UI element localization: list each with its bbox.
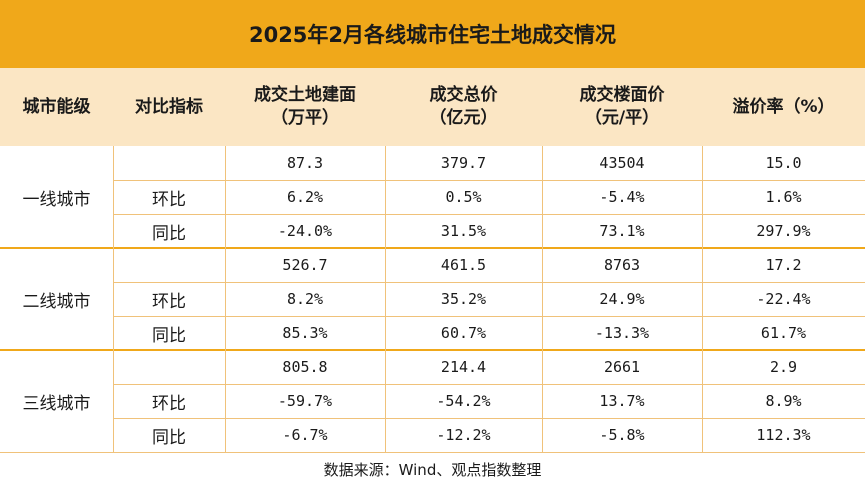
row-metric: 同比 xyxy=(152,223,186,244)
table-header: 城市能级 对比指标 成交土地建面 （万平） 成交总价 （亿元） 成交楼面价 （元… xyxy=(0,68,865,146)
cell-premium: 17.2 xyxy=(765,256,802,274)
col-divider xyxy=(702,146,703,452)
col-divider xyxy=(385,146,386,452)
header-price-line2: （元/平） xyxy=(584,108,660,128)
row-divider xyxy=(113,180,865,181)
table-row: 同比 85.3% 60.7% -13.3% 61.7% xyxy=(113,316,865,350)
table-row: 805.8 214.4 2661 2.9 xyxy=(113,350,865,384)
cell-premium: 61.7% xyxy=(760,324,807,342)
source-note: 数据来源：Wind、观点指数整理 xyxy=(323,461,542,479)
header-tier: 城市能级 xyxy=(0,68,113,146)
col-divider xyxy=(225,146,226,452)
cell-total: 60.7% xyxy=(440,324,487,342)
cell-area: 87.3 xyxy=(286,154,324,172)
cell-total: -12.2% xyxy=(436,426,491,444)
group-label: 二线城市 xyxy=(22,291,91,312)
cell-total: -54.2% xyxy=(436,392,491,410)
table-row: 526.7 461.5 8763 17.2 xyxy=(113,248,865,282)
cell-area: -59.7% xyxy=(277,392,333,410)
cell-area: 85.3% xyxy=(282,324,328,342)
header-premium-label: 溢价率（%） xyxy=(732,96,835,117)
table-row: 环比 -59.7% -54.2% 13.7% 8.9% xyxy=(113,384,865,418)
table-row: 环比 8.2% 35.2% 24.9% -22.4% xyxy=(113,282,865,316)
cell-premium: 15.0 xyxy=(765,154,802,172)
cell-total: 0.5% xyxy=(445,188,482,206)
group-tier3: 三线城市 805.8 214.4 2661 2.9 环比 -59.7% -54.… xyxy=(0,350,865,452)
header-premium: 溢价率（%） xyxy=(702,68,865,146)
table-row: 87.3 379.7 43504 15.0 xyxy=(113,146,865,180)
cell-premium: 2.9 xyxy=(769,358,798,376)
table-row: 同比 -24.0% 31.5% 73.1% 297.9% xyxy=(113,214,865,248)
cell-area: 6.2% xyxy=(286,188,324,206)
row-divider xyxy=(113,282,865,283)
row-metric: 环比 xyxy=(152,291,186,312)
cell-premium: 8.9% xyxy=(765,392,802,410)
group-divider xyxy=(0,247,865,249)
cell-area: 8.2% xyxy=(286,290,324,308)
cell-area: 526.7 xyxy=(282,256,328,274)
cell-area: -24.0% xyxy=(277,222,333,240)
header-total-line2: （亿元） xyxy=(429,108,498,128)
row-metric: 同比 xyxy=(152,325,186,346)
row-metric xyxy=(113,248,225,282)
cell-price: 2661 xyxy=(603,358,641,376)
group-label: 一线城市 xyxy=(22,189,91,210)
table-body: 一线城市 87.3 379.7 43504 15.0 环比 6.2% 0.5% … xyxy=(0,146,865,452)
cell-area: 805.8 xyxy=(282,358,328,376)
cell-price: -5.8% xyxy=(599,426,645,444)
table-row: 环比 6.2% 0.5% -5.4% 1.6% xyxy=(113,180,865,214)
cell-price: 8763 xyxy=(603,256,641,274)
row-metric: 同比 xyxy=(152,427,186,448)
cell-area: -6.7% xyxy=(282,426,328,444)
group-tier1: 一线城市 87.3 379.7 43504 15.0 环比 6.2% 0.5% … xyxy=(0,146,865,248)
header-total-line1: 成交总价 xyxy=(429,85,498,105)
table-row: 同比 -6.7% -12.2% -5.8% 112.3% xyxy=(113,418,865,452)
group-label: 三线城市 xyxy=(22,393,91,414)
row-metric: 环比 xyxy=(152,393,186,414)
cell-price: 43504 xyxy=(599,154,645,172)
header-area: 成交土地建面 （万平） xyxy=(225,68,385,146)
col-divider xyxy=(113,146,114,452)
row-divider xyxy=(113,384,865,385)
row-metric xyxy=(113,350,225,384)
header-total: 成交总价 （亿元） xyxy=(385,68,542,146)
row-divider xyxy=(113,214,865,215)
header-area-line1: 成交土地建面 xyxy=(254,85,356,105)
cell-total: 461.5 xyxy=(440,256,487,274)
cell-total: 31.5% xyxy=(440,222,487,240)
cell-premium: 297.9% xyxy=(756,222,811,240)
footer-divider xyxy=(0,452,865,453)
header-tier-label: 城市能级 xyxy=(22,96,91,117)
cell-premium: 1.6% xyxy=(765,188,802,206)
group-tier2: 二线城市 526.7 461.5 8763 17.2 环比 8.2% 35.2%… xyxy=(0,248,865,350)
row-divider xyxy=(113,418,865,419)
group-divider xyxy=(0,349,865,351)
cell-price: -13.3% xyxy=(594,324,650,342)
row-metric xyxy=(113,146,225,180)
cell-total: 379.7 xyxy=(440,154,487,172)
header-area-line2: （万平） xyxy=(271,108,339,128)
cell-price: -5.4% xyxy=(599,188,645,206)
cell-price: 73.1% xyxy=(599,222,645,240)
cell-total: 214.4 xyxy=(440,358,487,376)
header-metric: 对比指标 xyxy=(113,68,225,146)
col-divider xyxy=(542,146,543,452)
table-title: 2025年2月各线城市住宅土地成交情况 xyxy=(0,0,865,68)
cell-premium: 112.3% xyxy=(756,426,811,444)
cell-total: 35.2% xyxy=(440,290,487,308)
row-divider xyxy=(113,316,865,317)
cell-premium: -22.4% xyxy=(756,290,811,308)
cell-price: 13.7% xyxy=(599,392,645,410)
header-price: 成交楼面价 （元/平） xyxy=(542,68,702,146)
row-metric: 环比 xyxy=(152,189,186,210)
cell-price: 24.9% xyxy=(599,290,645,308)
header-price-line1: 成交楼面价 xyxy=(579,85,665,105)
header-metric-label: 对比指标 xyxy=(135,96,203,117)
